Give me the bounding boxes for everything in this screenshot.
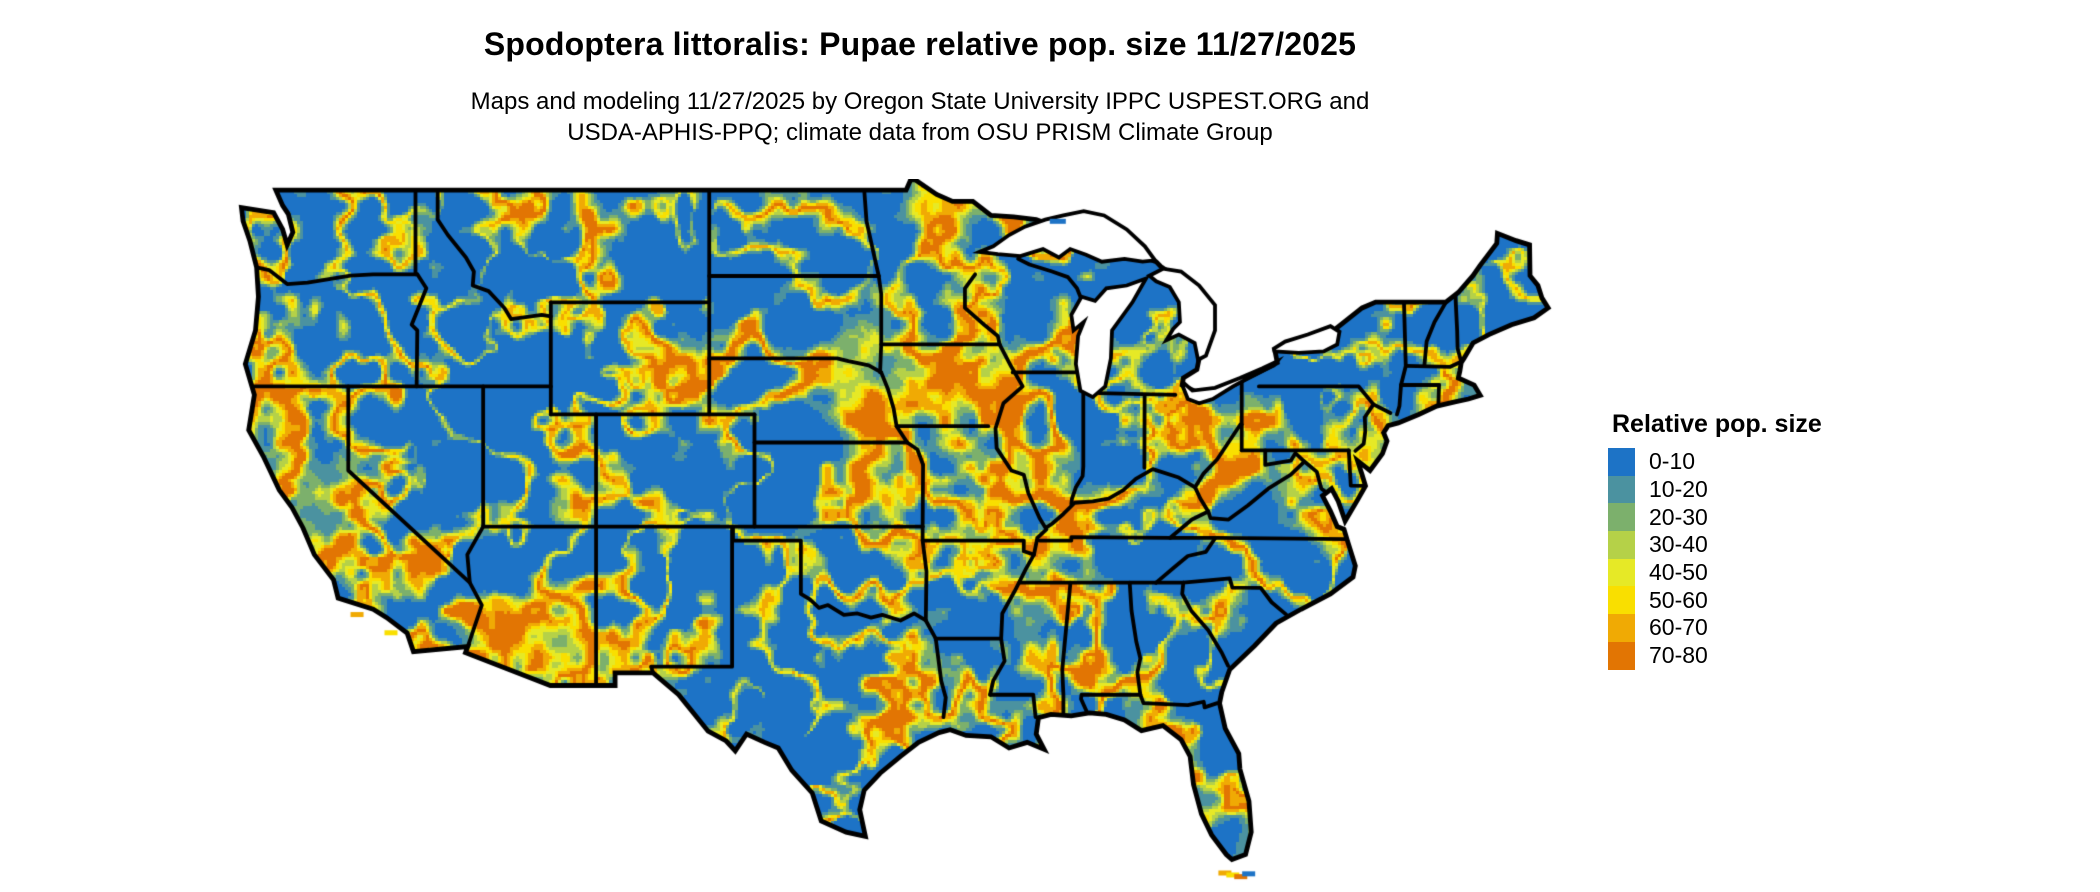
legend-row: 20-30: [1608, 503, 1822, 532]
legend-label: 0-10: [1649, 448, 1696, 475]
legend-label: 40-50: [1649, 559, 1708, 586]
legend-swatch: [1608, 586, 1635, 615]
legend-label: 10-20: [1649, 476, 1708, 503]
legend: Relative pop. size 0-10 10-20 20-30 30-4…: [1608, 410, 1822, 670]
legend-label: 70-80: [1649, 642, 1708, 669]
legend-label: 20-30: [1649, 503, 1708, 530]
legend-row: 30-40: [1608, 531, 1822, 559]
legend-swatch: [1608, 558, 1635, 587]
legend-swatch: [1608, 503, 1635, 532]
legend-label: 50-60: [1649, 586, 1708, 613]
legend-row: 70-80: [1608, 641, 1822, 670]
map-title: Spodoptera littoralis: Pupae relative po…: [483, 26, 1357, 62]
legend-label: 30-40: [1649, 531, 1708, 558]
map-subtitle: Maps and modeling 11/27/2025 by Oregon S…: [0, 86, 1840, 148]
legend-swatch: [1608, 531, 1635, 559]
us-map-canvas: [234, 179, 1574, 892]
legend-swatch: [1608, 448, 1635, 476]
legend-row: 0-10: [1608, 448, 1822, 476]
legend-row: 60-70: [1608, 614, 1822, 642]
legend-row: 50-60: [1608, 586, 1822, 615]
legend-swatch: [1608, 641, 1635, 670]
legend-label: 60-70: [1649, 614, 1708, 641]
map-subtitle-line1: Maps and modeling 11/27/2025 by Oregon S…: [470, 88, 1370, 115]
legend-row: 10-20: [1608, 475, 1822, 504]
legend-swatch: [1608, 614, 1635, 642]
legend-title: Relative pop. size: [1612, 410, 1822, 438]
legend-swatch: [1608, 475, 1635, 504]
map-subtitle-line2: USDA-APHIS-PPQ; climate data from OSU PR…: [567, 119, 1273, 146]
legend-row: 40-50: [1608, 558, 1822, 587]
